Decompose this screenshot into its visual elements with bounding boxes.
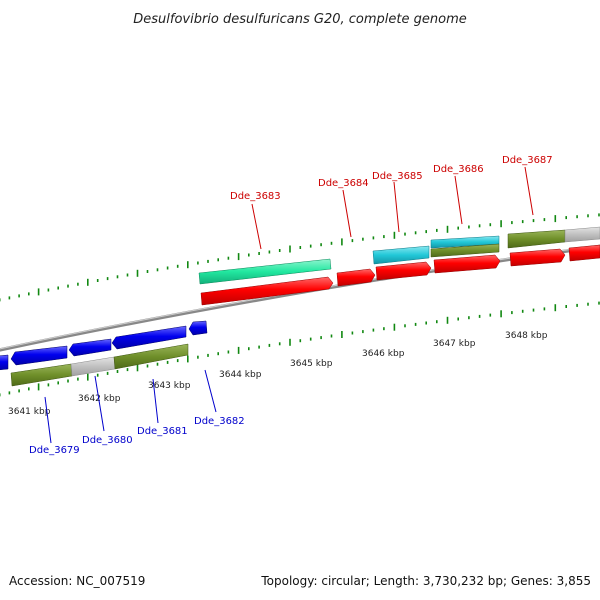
olive-feature-bar[interactable] [430,243,500,258]
scale-ticks-lower [0,301,600,397]
forward-cds-arrow[interactable] [509,248,566,267]
gene-label-dde-3685[interactable]: Dde_3685 [372,171,423,182]
cyan-feature-bar[interactable] [372,245,430,265]
gene-label-dde-3686[interactable]: Dde_3686 [433,164,484,175]
reverse-cds-arrow[interactable] [68,338,112,357]
gene-label-dde-3679[interactable]: Dde_3679 [29,445,80,456]
reverse-cds-arrow[interactable] [10,345,68,366]
forward-cds-arrow[interactable] [375,261,432,281]
forward-cds-arrow[interactable] [568,244,600,262]
forward-cds-arrow[interactable] [433,254,501,274]
gene-leader-line [251,203,262,250]
forward-cds-track [200,244,600,306]
genome-summary-text: Topology: circular; Length: 3,730,232 bp… [261,574,591,588]
gene-leader-line [454,175,463,225]
gene-label-dde-3680[interactable]: Dde_3680 [82,435,133,446]
reverse-gene-labels: Dde_3679 Dde_3680 Dde_3681 Dde_3682 [29,369,245,456]
reverse-cds-arrow[interactable] [0,354,9,371]
gene-leader-line [44,396,52,444]
rna-feature-bar[interactable] [198,258,332,285]
gene-label-dde-3682[interactable]: Dde_3682 [194,416,245,427]
accession-text: Accession: NC_007519 [9,574,146,588]
gray-feature-bar[interactable] [564,226,600,243]
gene-label-dde-3684[interactable]: Dde_3684 [318,178,369,189]
forward-cds-arrow[interactable] [336,268,376,287]
reverse-cds-arrow[interactable] [188,320,208,336]
olive-feature-bar[interactable] [113,343,189,370]
gene-leader-line [94,375,105,432]
kbp-scale-labels: 3641 kbp 3642 kbp 3643 kbp 3644 kbp 3645… [8,331,548,417]
gene-leader-line [204,369,217,413]
gene-label-dde-3687[interactable]: Dde_3687 [502,155,553,166]
forward-cds-arrow[interactable] [200,276,334,306]
forward-feature-track [198,226,600,285]
gene-leader-line [393,181,400,233]
olive-feature-bar[interactable] [10,363,73,387]
kbp-label: 3648 kbp [505,331,548,341]
kbp-label: 3645 kbp [290,359,333,369]
reverse-feature-track [10,343,189,387]
kbp-label: 3642 kbp [78,394,121,404]
forward-gene-labels: Dde_3683 Dde_3684 Dde_3685 Dde_3686 Dde_… [230,155,553,250]
kbp-label: 3641 kbp [8,407,51,417]
gene-label-dde-3681[interactable]: Dde_3681 [137,426,188,437]
scale-ticks-upper [0,213,600,302]
genome-title: Desulfovibrio desulfuricans G20, complet… [133,12,467,27]
olive-feature-bar[interactable] [507,229,566,249]
gene-leader-line [524,166,534,216]
kbp-label: 3646 kbp [362,349,405,359]
reverse-cds-arrow[interactable] [111,325,187,350]
gray-feature-bar[interactable] [70,356,116,377]
reverse-cds-track [0,320,208,371]
gene-leader-line [342,189,352,238]
gene-label-dde-3683[interactable]: Dde_3683 [230,191,281,202]
gene-leader-line [152,378,159,424]
kbp-label: 3647 kbp [433,339,476,349]
kbp-label: 3643 kbp [148,381,191,391]
kbp-label: 3644 kbp [219,370,262,380]
